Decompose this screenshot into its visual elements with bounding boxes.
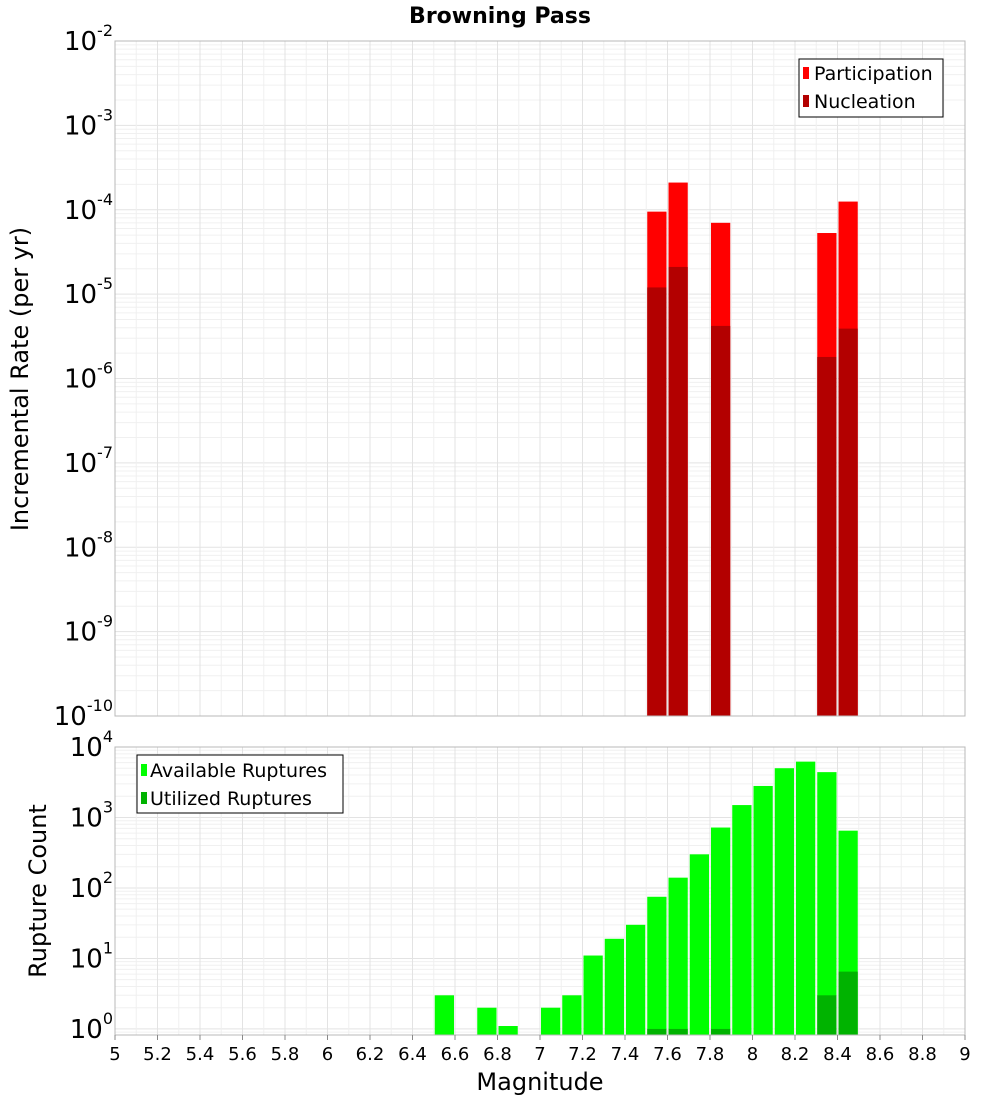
- utilized-ruptures-bar: [711, 1028, 731, 1035]
- utilized-ruptures-bar: [668, 1028, 688, 1035]
- chart-title: Browning Pass: [409, 4, 591, 29]
- available-ruptures-bar: [711, 827, 731, 1035]
- available-ruptures-bar: [583, 955, 603, 1035]
- nucleation-bar: [711, 325, 731, 716]
- available-ruptures-bar: [689, 854, 709, 1035]
- x-tick-label: 6.4: [398, 1044, 427, 1065]
- count-y-tick-label: 104: [70, 727, 113, 763]
- x-tick-label: 6.8: [483, 1044, 512, 1065]
- x-tick-label: 5.2: [143, 1044, 172, 1065]
- rate-y-tick-label: 10-5: [64, 274, 113, 310]
- rate-y-tick-label: 10-8: [64, 527, 113, 563]
- rate-y-tick-label: 10-3: [64, 105, 113, 141]
- rate-y-tick-label: 10-7: [64, 443, 113, 479]
- available-ruptures-bar: [434, 995, 454, 1035]
- rate-grid: [114, 40, 966, 717]
- utilized-ruptures-bar: [817, 995, 837, 1035]
- x-tick-label: 7: [534, 1044, 545, 1065]
- rate-legend: Participation Nucleation: [798, 58, 944, 118]
- x-tick-label: 8.4: [823, 1044, 852, 1065]
- rate-y-ticks: 10-2 10-3 10-4 10-5 10-6 10-7 10-8 10-9 10-10: [54, 21, 113, 732]
- available-ruptures-bar: [668, 877, 688, 1035]
- nucleation-bar: [647, 287, 667, 716]
- x-tick-label: 7.4: [611, 1044, 640, 1065]
- x-tick-label: 9: [959, 1044, 970, 1065]
- available-ruptures-bar: [626, 924, 646, 1035]
- x-axis-label: Magnitude: [476, 1068, 603, 1096]
- rate-y-tick-label: 10-2: [64, 21, 113, 57]
- count-bars: [434, 761, 858, 1035]
- legend-swatch-participation: [803, 67, 809, 79]
- available-ruptures-bar: [562, 995, 582, 1035]
- x-tick-label: 6.6: [441, 1044, 470, 1065]
- legend-label-available: Available Ruptures: [150, 760, 327, 782]
- rate-y-axis-label: Incremental Rate (per yr): [6, 227, 34, 531]
- legend-label-participation: Participation: [814, 63, 933, 85]
- count-y-axis-label: Rupture Count: [24, 804, 52, 978]
- x-tick-label: 5.4: [186, 1044, 215, 1065]
- available-ruptures-bar: [774, 768, 794, 1035]
- legend-swatch-utilized: [141, 792, 147, 804]
- count-y-tick-label: 102: [70, 868, 113, 904]
- x-tick-label: 5: [109, 1044, 120, 1065]
- rate-panel: 10-2 10-3 10-4 10-5 10-6 10-7 10-8 10-9 10-10 In…: [6, 21, 966, 732]
- x-tick-label: 6.2: [356, 1044, 385, 1065]
- count-y-tick-label: 101: [70, 938, 113, 974]
- x-tick-label: 7.8: [696, 1044, 725, 1065]
- count-x-ticks: 5 5.2 5.4 5.6 5.8 6 6.2 6.4 6.6 6.8 7 7.2 7.4 7.6 7.8 8…: [109, 1035, 971, 1065]
- available-ruptures-bar: [477, 1007, 497, 1035]
- rate-y-tick-label: 10-4: [64, 190, 113, 226]
- count-y-tick-label: 103: [70, 797, 113, 833]
- available-ruptures-bar: [604, 938, 624, 1035]
- legend-swatch-available: [141, 764, 147, 776]
- x-tick-label: 8.8: [908, 1044, 937, 1065]
- x-tick-label: 8: [747, 1044, 758, 1065]
- available-ruptures-bar: [541, 1007, 561, 1035]
- count-panel: 104 103 102 101 100 5 5.2 5.4 5.6 5.8 6 6.2 6.4 6.6 6…: [24, 727, 971, 1096]
- available-ruptures-bar: [796, 761, 816, 1035]
- count-y-tick-label: 100: [70, 1009, 113, 1045]
- utilized-ruptures-bar: [647, 1028, 667, 1035]
- available-ruptures-bar: [498, 1026, 518, 1035]
- rate-y-tick-label: 10-10: [54, 696, 113, 732]
- available-ruptures-bar: [817, 772, 837, 1035]
- x-tick-label: 7.2: [568, 1044, 597, 1065]
- count-y-ticks: 104 103 102 101 100: [70, 727, 113, 1045]
- available-ruptures-bar: [753, 785, 773, 1035]
- x-tick-label: 6: [322, 1044, 333, 1065]
- nucleation-bar: [817, 356, 837, 716]
- rate-legend-box: [798, 58, 944, 118]
- legend-label-nucleation: Nucleation: [814, 91, 916, 113]
- nucleation-bar: [668, 266, 688, 716]
- nucleation-bar: [838, 328, 858, 716]
- x-tick-label: 8.2: [781, 1044, 810, 1065]
- available-ruptures-bar: [647, 896, 667, 1035]
- x-tick-label: 8.6: [866, 1044, 895, 1065]
- x-tick-label: 5.8: [271, 1044, 300, 1065]
- rate-bars: [647, 182, 858, 716]
- legend-label-utilized: Utilized Ruptures: [150, 788, 312, 810]
- legend-swatch-nucleation: [803, 95, 809, 107]
- x-tick-label: 7.6: [653, 1044, 682, 1065]
- x-tick-label: 5.6: [228, 1044, 257, 1065]
- count-legend: Available Ruptures Utilized Ruptures: [136, 754, 344, 814]
- rate-y-tick-label: 10-6: [64, 359, 113, 395]
- rate-y-tick-label: 10-9: [64, 612, 113, 648]
- utilized-ruptures-bar: [838, 971, 858, 1035]
- count-legend-box: [136, 754, 344, 814]
- rate-plot-frame: [114, 40, 966, 717]
- available-ruptures-bar: [732, 805, 752, 1035]
